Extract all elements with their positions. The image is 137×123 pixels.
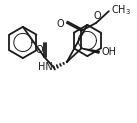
Text: CH$_3$: CH$_3$ (111, 3, 131, 17)
Text: O: O (56, 19, 64, 29)
Text: O: O (93, 11, 101, 21)
Text: OH: OH (101, 47, 116, 57)
Text: HN: HN (38, 62, 53, 72)
Polygon shape (82, 48, 99, 53)
Text: O: O (36, 45, 43, 55)
